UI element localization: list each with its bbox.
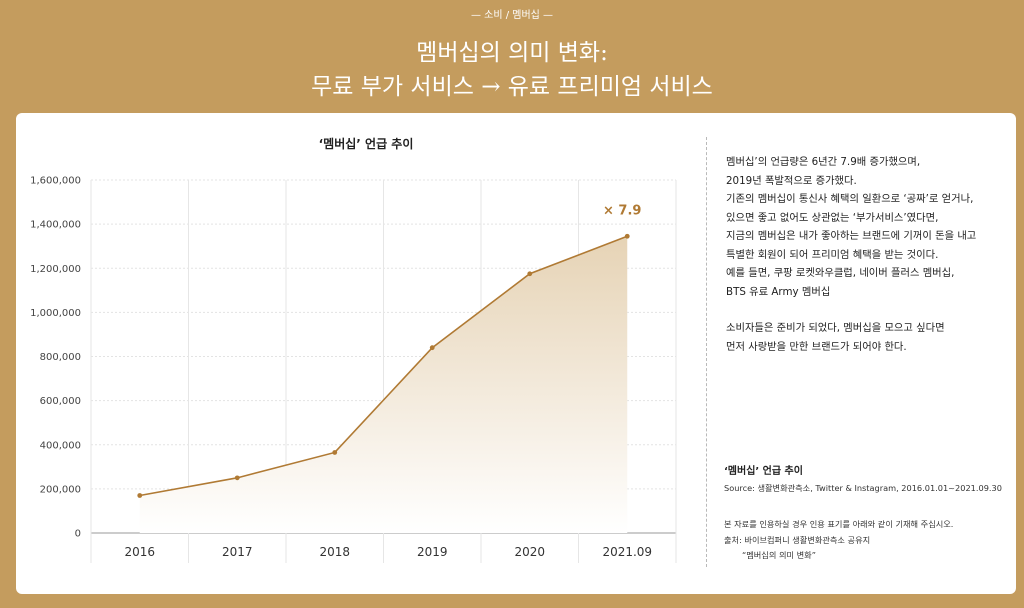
- description-line: BTS 유료 Army 멤버십: [726, 285, 831, 298]
- description-line: 2019년 폭발적으로 증가했다.: [726, 174, 857, 187]
- y-tick-label: 1,200,000: [30, 264, 81, 275]
- y-tick-label: 0: [75, 529, 81, 540]
- description: 멤버십’의 언급량은 6년간 7.9배 증가했으며, 2019년 폭발적으로 증가…: [726, 153, 1008, 356]
- x-tick-label: 2021.09: [602, 545, 652, 559]
- description-line: 특별한 회원이 되어 프리미엄 혜택을 받는 것이다.: [726, 248, 939, 261]
- description-line: 지금의 멤버십은 내가 좋아하는 브랜드에 기꺼이 돈을 내고: [726, 230, 977, 242]
- x-tick-label: 2016: [124, 545, 155, 559]
- description-line: 먼저 사랑받을 만한 브랜드가 되어야 한다.: [726, 340, 907, 353]
- y-tick-label: 800,000: [40, 352, 81, 363]
- data-point: [527, 271, 533, 277]
- content-card: ‘멤버십’ 언급 추이 0 200,000 400,000 600,000 800,00…: [16, 113, 1016, 594]
- page-title: 멤버십의 의미 변화: 무료 부가 서비스 → 유료 프리미엄 서비스: [0, 36, 1024, 104]
- data-point: [624, 233, 630, 239]
- data-point: [137, 493, 143, 498]
- y-tick-label: 1,400,000: [30, 220, 81, 231]
- title-line-1: 멤버십의 의미 변화:: [416, 40, 608, 66]
- x-tick-label: 2020: [514, 545, 545, 559]
- x-tick-label: 2018: [319, 545, 350, 559]
- growth-annotation: × 7.9: [603, 203, 641, 218]
- data-point: [429, 345, 435, 351]
- y-tick-label: 600,000: [40, 396, 81, 407]
- title-line-2: 무료 부가 서비스 → 유료 프리미엄 서비스: [311, 74, 713, 100]
- notice-line-2: 출처: 바이브컴퍼니 생활변화관측소 공유지: [724, 534, 871, 545]
- y-tick-label: 1,000,000: [30, 308, 81, 319]
- source-title: ‘멤버십’ 언급 추이: [724, 466, 803, 477]
- series-line: [139, 235, 628, 497]
- y-tick-label: 200,000: [40, 484, 81, 495]
- description-line: 예를 들면, 쿠팡 로켓와우클럽, 네이버 플러스 멤버십,: [726, 267, 955, 279]
- x-tick-label: 2017: [222, 545, 253, 559]
- area-fill: [139, 236, 628, 533]
- chart-title: ‘멤버십’ 언급 추이: [318, 137, 414, 151]
- divider: [706, 137, 707, 567]
- data-point: [332, 450, 338, 455]
- notice-line-1: 본 자료를 인용하실 경우 인용 표기를 아래와 같이 기재해 주십시오.: [724, 519, 954, 529]
- source-text: Source: 생활변화관측소, Twitter & Instagram, 20…: [724, 483, 1002, 493]
- description-line: 기존의 멤버십이 통신사 혜택의 일환으로 ‘공짜’로 얻거나,: [726, 193, 974, 205]
- description-line: 멤버십’의 언급량은 6년간 7.9배 증가했으며,: [726, 156, 921, 168]
- y-tick-label: 400,000: [40, 440, 81, 451]
- notice-line-3: “멤버십의 의미 변화”: [742, 550, 816, 560]
- eyebrow: — 소비 / 멤버십 —: [470, 10, 554, 21]
- description-block-1: 멤버십’의 언급량은 6년간 7.9배 증가했으며, 2019년 폭발적으로 증가…: [726, 153, 1008, 301]
- citation-notice: 본 자료를 인용하실 경우 인용 표기를 아래와 같이 기재해 주십시오. 출처…: [724, 517, 953, 564]
- y-tick-label: 1,600,000: [30, 176, 81, 187]
- description-line: 소비자들은 준비가 되었다, 멤버십을 모으고 싶다면: [726, 322, 945, 334]
- data-point: [234, 475, 240, 481]
- x-tick-label: 2019: [417, 545, 448, 559]
- description-line: 있으면 좋고 없어도 상관없는 ‘부가서비스’였다면,: [726, 211, 939, 224]
- area-chart: 0 200,000 400,000 600,000 800,000 1,000,000 1,…: [30, 176, 677, 563]
